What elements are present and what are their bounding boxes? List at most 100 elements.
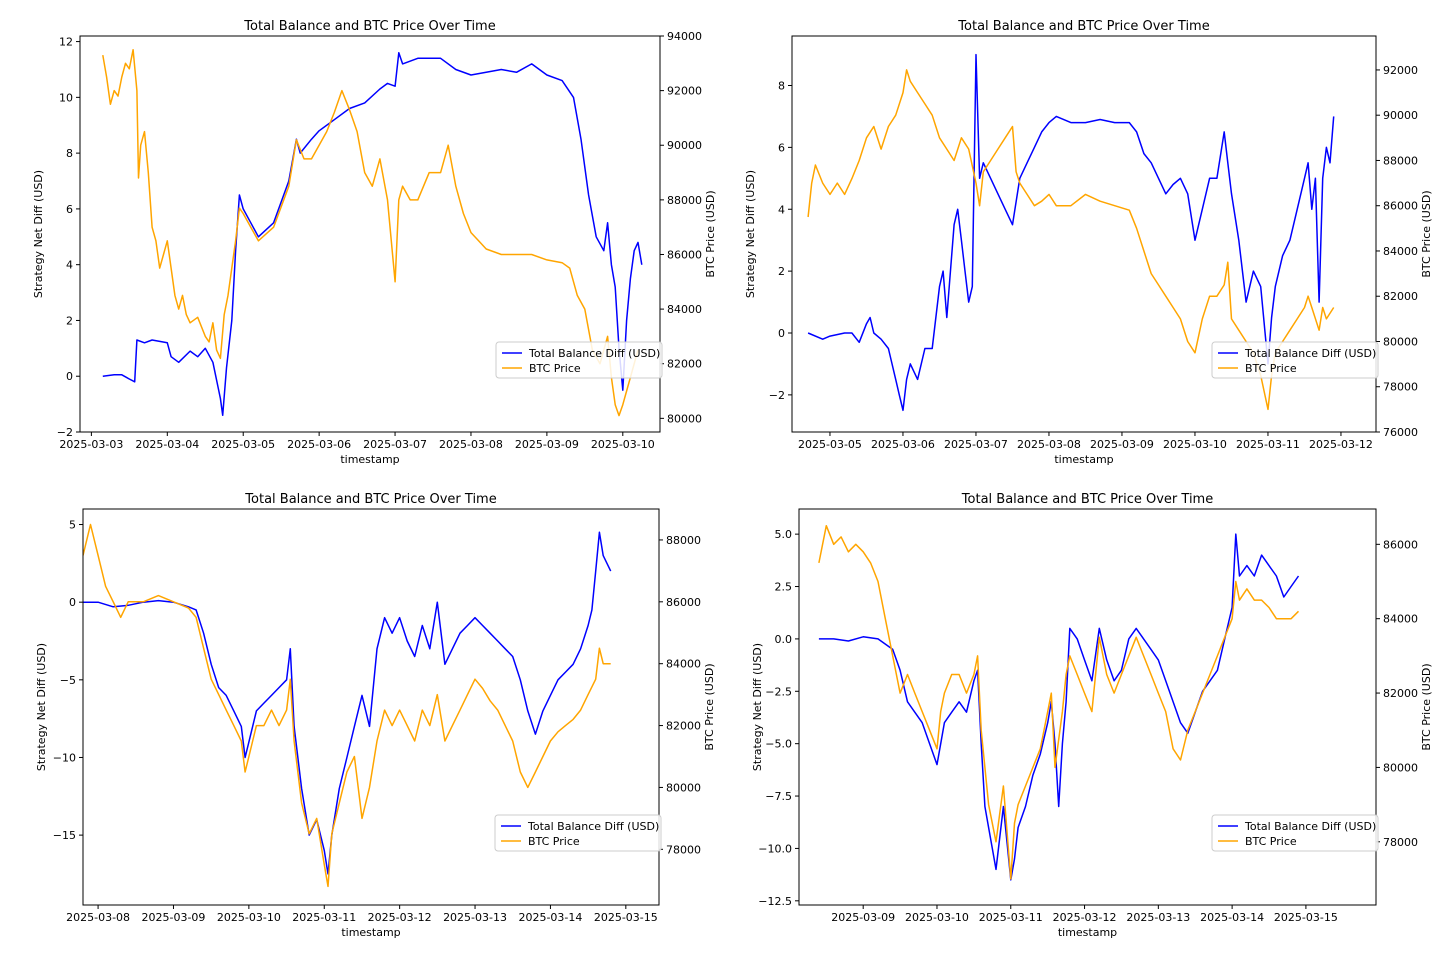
y2-tick-label: 82000 (666, 720, 701, 733)
chart-1: 2025-03-03 2025-03-04 2025-03-05 2025-03-06… (32, 19, 717, 466)
x-tick-label: 2025-03-09 (1090, 438, 1154, 451)
legend-entry-label: BTC Price (528, 835, 580, 848)
x-axis-label: timestamp (1058, 926, 1117, 939)
x-tick-label: 2025-03-06 (287, 438, 351, 451)
y-tick-label: −2.5 (765, 685, 792, 698)
btc-price-line (83, 523, 611, 888)
x-tick-label: 2025-03-15 (594, 911, 658, 924)
legend-entry-label: Total Balance Diff (USD) (527, 820, 659, 833)
x-tick-label: 2025-03-05 (211, 438, 275, 451)
plot-frame (791, 35, 1377, 433)
x-tick-label: 2025-03-07 (944, 438, 1008, 451)
legend: Total Balance Diff (USD) BTC Price (1211, 814, 1379, 852)
legend: Total Balance Diff (USD) BTC Price (495, 341, 663, 379)
legend-entry-label: BTC Price (1245, 835, 1297, 848)
y2-tick-label: 80000 (1383, 335, 1418, 348)
y-tick-label: 0 (778, 327, 785, 340)
chart-title: Total Balance and BTC Price Over Time (957, 19, 1209, 34)
y-tick-label: 6 (66, 203, 73, 216)
x-tick-label: 2025-03-08 (1017, 438, 1081, 451)
y2-tick-label: 88000 (667, 194, 702, 207)
y-axis-label: Strategy Net Diff (USD) (35, 643, 48, 771)
y2-tick-label: 78000 (1383, 836, 1418, 849)
y2-tick-label: 78000 (1383, 381, 1418, 394)
y-tick-label: −5 (60, 674, 76, 687)
y-tick-label: 8 (66, 147, 73, 160)
x-tick-label: 2025-03-03 (59, 438, 123, 451)
y-tick-label: 0 (66, 370, 73, 383)
x-tick-label: 2025-03-14 (1200, 911, 1264, 924)
x-tick-label: 2025-03-10 (591, 438, 655, 451)
x-axis-label: timestamp (341, 926, 400, 939)
legend-box (1211, 814, 1379, 852)
y2-tick-label: 86000 (1383, 538, 1418, 551)
x-axis-label: timestamp (340, 453, 399, 466)
x-tick-label: 2025-03-09 (515, 438, 579, 451)
chart-4: 2025-03-09 2025-03-10 2025-03-11 2025-03-12… (751, 492, 1433, 939)
y-tick-label: −2 (57, 426, 73, 439)
y-tick-label: 4 (778, 203, 785, 216)
y2-tick-label: 84000 (1383, 613, 1418, 626)
legend-box (1211, 341, 1379, 379)
y2-tick-label: 92000 (1383, 64, 1418, 77)
y-axis-label: Strategy Net Diff (USD) (744, 170, 757, 298)
y-tick-label: 2 (778, 265, 785, 278)
y2-tick-label: 82000 (1383, 290, 1418, 303)
y2-tick-label: 84000 (666, 658, 701, 671)
y2-tick-label: 88000 (1383, 154, 1418, 167)
chart-title: Total Balance and BTC Price Over Time (243, 19, 495, 34)
y-tick-label: 5.0 (775, 528, 793, 541)
y-tick-label: −15 (53, 829, 76, 842)
chart-grid: 2025-03-03 2025-03-04 2025-03-05 2025-03-06… (32, 19, 1433, 939)
x-tick-label: 2025-03-05 (798, 438, 862, 451)
y2-tick-label: 80000 (666, 781, 701, 794)
balance-diff-line (818, 533, 1300, 881)
y2-tick-label: 92000 (667, 85, 702, 98)
x-tick-label: 2025-03-10 (1163, 438, 1227, 451)
btc-price-line (102, 48, 639, 417)
y-tick-label: 0 (69, 596, 76, 609)
x-tick-label: 2025-03-13 (443, 911, 507, 924)
y-tick-label: 2 (66, 314, 73, 327)
y2-axis-label: BTC Price (USD) (1420, 663, 1433, 750)
legend-entry-label: Total Balance Diff (USD) (1244, 347, 1376, 360)
legend-box (495, 341, 663, 379)
y2-axis-label: BTC Price (USD) (703, 663, 716, 750)
y2-tick-label: 80000 (1383, 761, 1418, 774)
plot-frame (79, 35, 661, 433)
x-tick-label: 2025-03-12 (1309, 438, 1373, 451)
y-tick-label: 6 (778, 141, 785, 154)
y2-tick-label: 76000 (1383, 426, 1418, 439)
x-axis-label: timestamp (1054, 453, 1113, 466)
y-tick-label: 8 (778, 80, 785, 93)
y-axis-label: Strategy Net Diff (USD) (751, 643, 764, 771)
x-tick-label: 2025-03-15 (1274, 911, 1338, 924)
x-tick-label: 2025-03-12 (1053, 911, 1117, 924)
y2-tick-label: 84000 (667, 303, 702, 316)
legend-entry-label: BTC Price (1245, 362, 1297, 375)
y2-tick-label: 90000 (667, 139, 702, 152)
y-tick-label: 4 (66, 259, 73, 272)
y-tick-label: −2 (769, 389, 785, 402)
btc-price-line (818, 524, 1300, 880)
y2-tick-label: 84000 (1383, 245, 1418, 258)
y-tick-label: −5.0 (765, 738, 792, 751)
x-tick-label: 2025-03-11 (1236, 438, 1300, 451)
x-tick-label: 2025-03-07 (363, 438, 427, 451)
x-tick-label: 2025-03-04 (135, 438, 199, 451)
legend-entry-label: Total Balance Diff (USD) (528, 347, 660, 360)
y2-tick-label: 88000 (666, 534, 701, 547)
chart-title: Total Balance and BTC Price Over Time (244, 492, 496, 507)
x-tick-label: 2025-03-06 (871, 438, 935, 451)
y-tick-label: −10.0 (758, 842, 792, 855)
y2-tick-label: 78000 (666, 843, 701, 856)
y2-tick-label: 86000 (1383, 200, 1418, 213)
x-tick-label: 2025-03-08 (439, 438, 503, 451)
y2-tick-label: 82000 (667, 358, 702, 371)
y2-tick-label: 80000 (667, 412, 702, 425)
y-tick-label: 5 (69, 519, 76, 532)
x-tick-label: 2025-03-10 (217, 911, 281, 924)
legend-entry-label: Total Balance Diff (USD) (1244, 820, 1376, 833)
